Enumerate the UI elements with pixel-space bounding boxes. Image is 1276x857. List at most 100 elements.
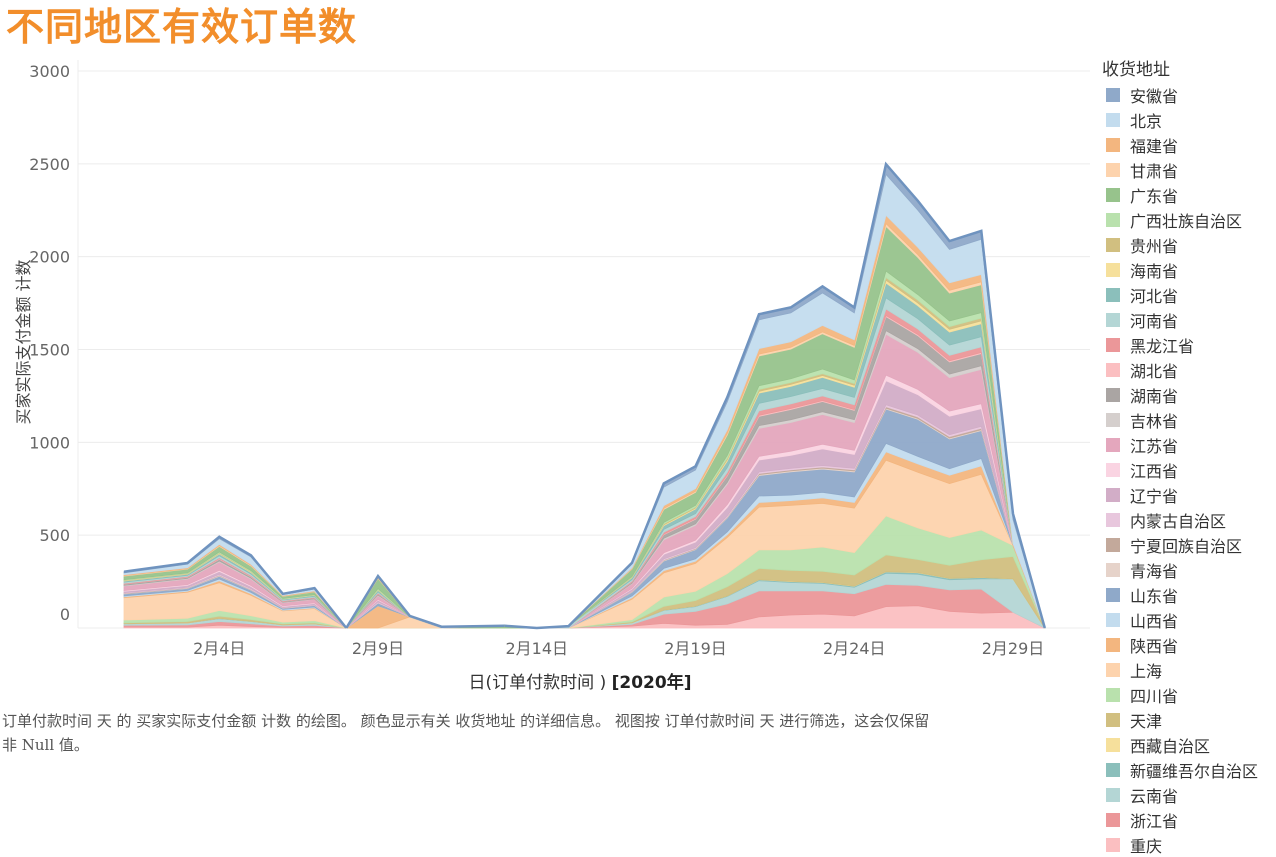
legend-label: 江苏省 [1130,436,1179,456]
legend-item[interactable]: 四川省 [1102,682,1276,707]
legend-label: 河南省 [1130,311,1179,331]
legend-item[interactable]: 山西省 [1102,607,1276,632]
legend-item[interactable]: 黑龙江省 [1102,332,1276,357]
svg-text:2月9日: 2月9日 [352,639,404,658]
legend-item[interactable]: 上海 [1102,657,1276,682]
x-axis-ticks: 2月4日 2月9日 2月14日 2月19日 2月24日 2月29日 [193,639,1044,658]
legend-item[interactable]: 湖南省 [1102,382,1276,407]
legend-label: 青海省 [1130,561,1179,581]
legend-label: 山西省 [1130,611,1179,631]
legend-item[interactable]: 宁夏回族自治区 [1102,532,1276,557]
chart-caption: 订单付款时间 天 的 买家实际支付金额 计数 的绘图。 颜色显示有关 收货地址 … [2,712,930,754]
legend-label: 湖南省 [1130,386,1179,406]
legend-item[interactable]: 山东省 [1102,582,1276,607]
legend-item[interactable]: 贵州省 [1102,232,1276,257]
legend-swatch-icon [1106,87,1120,102]
legend-swatch-icon [1106,287,1120,302]
legend-swatch-icon [1106,362,1120,377]
legend-label: 江西省 [1130,461,1179,481]
legend-label: 广东省 [1130,186,1179,206]
legend-label: 贵州省 [1130,236,1179,256]
legend-label: 内蒙古自治区 [1130,511,1227,531]
legend-item[interactable]: 青海省 [1102,557,1276,582]
legend-label: 海南省 [1130,261,1179,281]
legend-label: 甘肃省 [1130,161,1179,181]
legend-swatch-icon [1106,187,1120,202]
legend-swatch-icon [1106,762,1120,777]
legend-label: 天津 [1130,711,1163,731]
legend-swatch-icon [1106,462,1120,477]
legend-swatch-icon [1106,737,1120,752]
x-axis-year: [2020年] [611,673,692,693]
legend-label: 山东省 [1130,586,1179,606]
legend-swatch-icon [1106,662,1120,677]
legend-item[interactable]: 广东省 [1102,182,1276,207]
legend-label: 湖北省 [1130,361,1179,381]
legend-label: 吉林省 [1130,411,1179,431]
legend-item[interactable]: 福建省 [1102,132,1276,157]
legend-label: 安徽省 [1130,86,1179,106]
legend-swatch-icon [1106,787,1120,802]
legend-swatch-icon [1106,112,1120,127]
legend-item[interactable]: 甘肃省 [1102,157,1276,182]
svg-text:2月29日: 2月29日 [982,639,1045,658]
page-title: 不同地区有效订单数 [6,5,358,49]
legend-swatch-icon [1106,137,1120,152]
svg-text:0: 0 [60,605,70,624]
legend-item[interactable]: 海南省 [1102,257,1276,282]
legend-item[interactable]: 江西省 [1102,457,1276,482]
legend-item[interactable]: 广西壮族自治区 [1102,207,1276,232]
legend-swatch-icon [1106,387,1120,402]
svg-text:2月24日: 2月24日 [823,639,886,658]
legend-label: 黑龙江省 [1130,336,1195,356]
color-legend: 收货地址 安徽省 北京 福建省甘肃省广东省 广西壮族自治区贵州省海南省河北省河南省黑龙… [1102,58,1276,857]
legend-label: 辽宁省 [1130,486,1179,506]
legend-swatch-icon [1106,212,1120,227]
y-axis-ticks: 0 500 1000 1500 2000 2500 3000 [29,62,70,624]
svg-text:2月14日: 2月14日 [505,639,568,658]
legend-item[interactable]: 新疆维吾尔自治区 [1102,757,1276,782]
legend-swatch-icon [1106,512,1120,527]
legend-swatch-icon [1106,712,1120,727]
legend-swatch-icon [1106,487,1120,502]
svg-text:2500: 2500 [29,155,70,174]
legend-swatch-icon [1106,587,1120,602]
legend-item[interactable]: 江苏省 [1102,432,1276,457]
legend-item[interactable]: 陕西省 [1102,632,1276,657]
legend-item[interactable]: 吉林省 [1102,407,1276,432]
y-axis-label: 买家实际支付金额 计数 [14,259,33,425]
legend-label: 西藏自治区 [1130,736,1211,756]
legend-swatch-icon [1106,837,1120,852]
legend-item[interactable]: 湖北省 [1102,357,1276,382]
legend-item[interactable]: 北京 [1102,107,1276,132]
legend-title: 收货地址 [1102,60,1170,80]
legend-item[interactable]: 重庆 [1102,832,1276,857]
legend-swatch-icon [1106,537,1120,552]
legend-item[interactable]: 河北省 [1102,282,1276,307]
legend-item[interactable]: 内蒙古自治区 [1102,507,1276,532]
legend-swatch-icon [1106,162,1120,177]
legend-item[interactable]: 辽宁省 [1102,482,1276,507]
legend-label: 重庆 [1130,836,1163,856]
svg-text:3000: 3000 [29,62,70,81]
legend-item[interactable]: 浙江省 [1102,807,1276,832]
x-axis-title: 日(订单付款时间 ) [2020年] [430,668,730,693]
legend-label: 上海 [1130,661,1163,681]
legend-item[interactable]: 安徽省 [1102,82,1276,107]
svg-text:2月19日: 2月19日 [664,639,727,658]
legend-item[interactable]: 西藏自治区 [1102,732,1276,757]
legend-item[interactable]: 天津 [1102,707,1276,732]
legend-swatch-icon [1106,637,1120,652]
legend-swatch-icon [1106,562,1120,577]
legend-item[interactable]: 河南省 [1102,307,1276,332]
legend-swatch-icon [1106,237,1120,252]
legend-swatch-icon [1106,337,1120,352]
legend-item[interactable]: 云南省 [1102,782,1276,807]
svg-text:1500: 1500 [29,341,70,360]
x-axis-title-text: 日(订单付款时间 ) [468,673,612,693]
legend-label: 河北省 [1130,286,1179,306]
stacked-areas [123,161,1047,630]
legend-swatch-icon [1106,312,1120,327]
legend-label: 四川省 [1130,686,1179,706]
